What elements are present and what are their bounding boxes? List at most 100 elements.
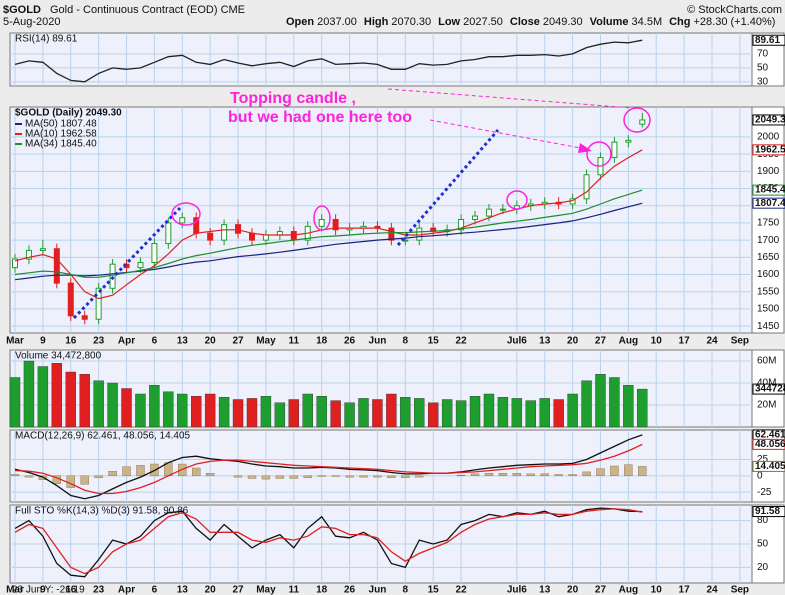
volume-bar: [567, 393, 578, 428]
x-tick-label: 27: [595, 336, 607, 347]
volume-bar: [288, 399, 299, 428]
y-tick-label: -25: [757, 487, 772, 498]
x-tick-label: 15: [428, 336, 440, 347]
quote-value: 2049.30: [543, 16, 583, 28]
candle-body: [165, 222, 172, 245]
volume-bar: [121, 388, 132, 428]
x-tick-label: 13: [539, 585, 551, 595]
candle-body: [332, 218, 339, 231]
volume-bar: [609, 377, 620, 428]
axis-marker-label: 89.61: [755, 35, 780, 46]
quote-label: High: [364, 16, 389, 28]
histogram-bar: [233, 475, 243, 478]
panel-title: MACD(12,26,9) 62.461, 48.056, 14.405: [15, 431, 191, 442]
volume-bar: [400, 397, 411, 428]
readout: 23 Jun Y: -26.19: [12, 585, 85, 595]
candle-body: [39, 248, 46, 251]
x-tick-label: 24: [706, 336, 718, 347]
histogram-bar: [624, 464, 633, 477]
axis-marker: [752, 383, 785, 395]
candle-body: [458, 218, 465, 231]
y-tick-label: 70: [757, 49, 769, 60]
histogram-bar: [373, 475, 382, 478]
panel: 20 50 80 Full STO %K(14,3) %D(3) 91.58, 90.…: [9, 504, 785, 584]
series-line: [14, 202, 643, 281]
series-line: [14, 39, 643, 83]
x-tick-label: 8: [403, 585, 409, 595]
candle-body: [583, 174, 590, 200]
x-tick-label: 18: [316, 585, 328, 595]
x-tick-label: 6: [152, 585, 158, 595]
arrow-line: [387, 88, 633, 109]
plot-area: [9, 106, 753, 334]
axis-marker: [752, 506, 785, 518]
circle: [313, 205, 331, 231]
series-line: [14, 508, 643, 575]
y-tick-label: 1550: [757, 286, 780, 297]
y-tick-label: 1500: [757, 304, 780, 315]
volume-bar: [623, 385, 634, 428]
histogram-bar: [610, 465, 619, 477]
trend-line: [72, 206, 182, 320]
axis-marker: [752, 184, 785, 196]
histogram-bar: [122, 466, 131, 477]
x-tick-label: 10: [651, 585, 663, 595]
axis-marker: [752, 197, 785, 209]
x-tick-label: Apr: [118, 336, 135, 347]
volume-bar: [107, 382, 118, 428]
x-tick-label: Sep: [731, 585, 749, 595]
volume-bar: [93, 380, 104, 428]
volume-bar: [218, 397, 230, 428]
x-tick-label: Jun: [369, 585, 387, 595]
volume-bar: [358, 398, 369, 428]
axis-marker-label: 344728: [755, 384, 785, 395]
x-tick-label: 20: [205, 336, 217, 347]
quote-label: Low: [438, 16, 460, 28]
volume-bar: [595, 374, 606, 428]
x-tick-label: May: [256, 336, 276, 347]
y-tick-label: 40M: [757, 378, 776, 389]
quote-value: 2027.50: [463, 16, 503, 28]
histogram-bar: [540, 473, 549, 477]
y-tick-label: 1450: [757, 321, 780, 332]
y-tick-label: 1700: [757, 235, 780, 246]
candle-body: [179, 217, 186, 224]
histogram-bar: [638, 466, 647, 477]
volume-bar: [51, 363, 63, 428]
histogram-bar: [108, 471, 117, 477]
histogram-bar: [345, 475, 354, 478]
histogram-bar: [568, 474, 577, 477]
candle-body: [499, 208, 506, 211]
series-line: [14, 189, 643, 278]
histogram-bar: [261, 475, 271, 480]
y-tick-label: 1650: [757, 252, 780, 263]
circle: [171, 202, 201, 226]
x-tick-label: 26: [344, 336, 356, 347]
legend-entry: MA(34) 1845.40: [25, 139, 97, 150]
volume-bar: [246, 398, 258, 428]
axis-area: [751, 504, 785, 584]
histogram-bar: [596, 468, 605, 477]
volume-bar: [316, 396, 327, 428]
axis-marker: [752, 460, 785, 472]
candle-body: [207, 232, 214, 241]
candle-body: [416, 227, 423, 241]
histogram-bar: [554, 474, 563, 477]
quote: Open 2037.00 High 2070.30 Low 2027.50 Close 204…: [286, 16, 775, 28]
panel-title: Full STO %K(14,3) %D(3) 91.58, 90.86: [15, 506, 189, 517]
candle-body: [53, 248, 60, 284]
axis-marker: [752, 438, 785, 450]
volume-bar: [204, 393, 216, 428]
x-tick-label: 27: [232, 336, 244, 347]
y-tick-label: 1600: [757, 269, 780, 280]
series-line: [14, 149, 643, 300]
histogram-bar: [94, 475, 103, 478]
x-tick-label: 10: [651, 336, 663, 347]
candle-body: [472, 215, 479, 220]
panel-title: $GOLD (Daily) 2049.30: [15, 108, 122, 119]
volume-bar: [581, 380, 592, 428]
circle: [586, 141, 612, 167]
x-tick-label: Aug: [619, 336, 638, 347]
volume-bar: [511, 398, 523, 428]
